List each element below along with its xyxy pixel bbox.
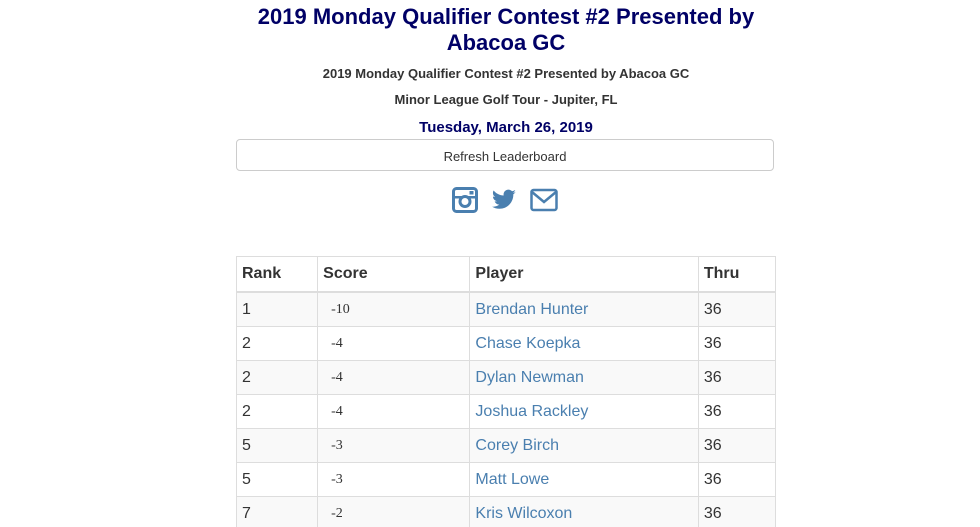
thru-cell: 36 (697, 291, 777, 327)
rank-cell: 2 (235, 394, 319, 429)
player-cell: Corey Birch (469, 428, 699, 463)
twitter-icon (491, 189, 516, 209)
table-row: 5 -3 Corey Birch 36 (235, 428, 777, 463)
score-cell: -3 (317, 428, 471, 463)
table-row: 2 -4 Joshua Rackley 36 (235, 394, 777, 429)
table-row: 2 -4 Dylan Newman 36 (235, 360, 777, 395)
score-cell: -4 (317, 360, 471, 395)
leaderboard-table: Rank Score Player Thru 1 -10 Brendan Hun… (235, 256, 777, 527)
player-cell: Joshua Rackley (469, 394, 699, 429)
player-link[interactable]: Brendan Hunter (475, 300, 589, 318)
thru-cell: 36 (697, 394, 777, 429)
player-cell: Brendan Hunter (469, 291, 699, 327)
table-header-row: Rank Score Player Thru (235, 256, 777, 293)
thru-cell: 36 (697, 496, 777, 527)
score-cell: -3 (317, 462, 471, 497)
page-title: 2019 Monday Qualifier Contest #2 Present… (257, 4, 755, 55)
rank-cell: 7 (235, 496, 319, 527)
player-cell: Dylan Newman (469, 360, 699, 395)
rank-header[interactable]: Rank (235, 256, 319, 293)
player-link[interactable]: Joshua Rackley (475, 402, 589, 420)
thru-cell: 36 (697, 326, 777, 361)
email-link[interactable] (530, 187, 558, 213)
table-row: 5 -3 Matt Lowe 36 (235, 462, 777, 497)
instagram-icon (452, 187, 478, 213)
rank-cell: 2 (235, 326, 319, 361)
player-cell: Matt Lowe (469, 462, 699, 497)
rank-cell: 5 (235, 462, 319, 497)
rank-cell: 5 (235, 428, 319, 463)
refresh-leaderboard-button[interactable]: Refresh Leaderboard (236, 139, 774, 171)
thru-cell: 36 (697, 428, 777, 463)
rank-cell: 2 (235, 360, 319, 395)
player-cell: Chase Koepka (469, 326, 699, 361)
score-cell: -10 (317, 291, 471, 327)
player-link[interactable]: Corey Birch (475, 436, 559, 454)
score-cell: -2 (317, 496, 471, 527)
instagram-link[interactable] (452, 187, 478, 213)
social-links (452, 187, 569, 213)
table-row: 7 -2 Kris Wilcoxon 36 (235, 496, 777, 527)
player-link[interactable]: Kris Wilcoxon (475, 504, 573, 522)
rank-cell: 1 (235, 291, 319, 327)
event-subtitle: 2019 Monday Qualifier Contest #2 Present… (322, 66, 690, 81)
player-cell: Kris Wilcoxon (469, 496, 699, 527)
score-cell: -4 (317, 394, 471, 429)
thru-cell: 36 (697, 462, 777, 497)
thru-cell: 36 (697, 360, 777, 395)
table-row: 2 -4 Chase Koepka 36 (235, 326, 777, 361)
table-row: 1 -10 Brendan Hunter 36 (235, 291, 777, 327)
player-link[interactable]: Chase Koepka (475, 334, 581, 352)
event-date: Tuesday, March 26, 2019 (419, 119, 593, 136)
score-cell: -4 (317, 326, 471, 361)
envelope-icon (530, 188, 558, 212)
tour-location: Minor League Golf Tour - Jupiter, FL (394, 92, 618, 107)
thru-header[interactable]: Thru (697, 256, 777, 293)
player-link[interactable]: Dylan Newman (475, 368, 584, 386)
player-header[interactable]: Player (469, 256, 699, 293)
score-header[interactable]: Score (317, 256, 471, 293)
player-link[interactable]: Matt Lowe (475, 470, 550, 488)
twitter-link[interactable] (491, 187, 517, 213)
